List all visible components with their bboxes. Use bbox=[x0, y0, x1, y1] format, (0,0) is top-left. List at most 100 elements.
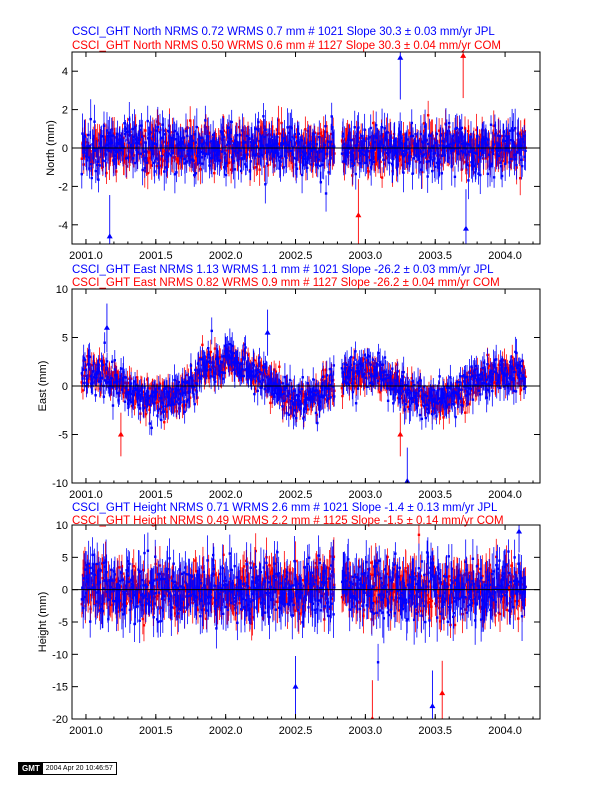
east-point-com bbox=[292, 388, 296, 391]
east-point-jpl bbox=[321, 375, 325, 378]
north-point-jpl bbox=[417, 157, 420, 161]
north-point-com bbox=[489, 150, 493, 154]
north-point-jpl bbox=[390, 146, 393, 149]
north-point-jpl bbox=[472, 147, 475, 151]
north-point-jpl bbox=[345, 154, 349, 157]
north-point-com bbox=[321, 145, 324, 148]
north-point-jpl bbox=[465, 154, 468, 157]
east-point-com bbox=[475, 388, 478, 391]
north-outlier-point bbox=[106, 233, 113, 239]
north-point-com bbox=[89, 149, 92, 153]
north-point-jpl bbox=[197, 151, 201, 155]
east-point-com bbox=[493, 381, 497, 384]
north-point-jpl bbox=[156, 125, 160, 129]
north-point-jpl bbox=[191, 139, 194, 142]
north-point-jpl bbox=[507, 136, 510, 139]
north-point-jpl bbox=[237, 159, 240, 162]
north-point-jpl bbox=[409, 135, 413, 138]
north-point-jpl bbox=[270, 135, 273, 139]
east-point-jpl bbox=[229, 356, 233, 360]
east-point-jpl bbox=[87, 363, 90, 366]
east-point-com bbox=[179, 384, 183, 387]
north-point-jpl bbox=[236, 151, 240, 155]
north-point-jpl bbox=[296, 141, 300, 145]
north-point-jpl bbox=[83, 135, 86, 138]
north-point-jpl bbox=[130, 152, 134, 155]
east-point-jpl bbox=[91, 381, 94, 384]
east-point-jpl bbox=[261, 378, 264, 382]
north-point-jpl bbox=[349, 158, 353, 162]
north-point-com bbox=[104, 138, 108, 141]
east-point-com bbox=[314, 383, 318, 386]
north-point-jpl bbox=[109, 142, 112, 145]
north-point-jpl bbox=[520, 164, 524, 168]
north-point-jpl bbox=[367, 137, 370, 140]
north-point-jpl bbox=[193, 173, 196, 177]
east-point-jpl bbox=[163, 387, 166, 390]
east-point-com bbox=[497, 363, 500, 366]
east-point-jpl bbox=[268, 377, 272, 381]
east-point-com bbox=[487, 364, 491, 367]
north-point-jpl bbox=[433, 165, 437, 169]
north-point-jpl bbox=[104, 153, 108, 156]
north-point-jpl bbox=[500, 174, 504, 178]
north-point-com bbox=[320, 135, 323, 138]
north-point-com bbox=[158, 158, 161, 161]
north-point-jpl bbox=[279, 160, 282, 164]
east-point-jpl bbox=[259, 386, 262, 389]
north-point-jpl bbox=[330, 115, 333, 118]
north-point-com bbox=[460, 168, 463, 171]
north-x-tick-label: 2001.0 bbox=[69, 250, 103, 262]
east-point-jpl bbox=[272, 384, 275, 387]
north-x-tick-label: 2004.0 bbox=[488, 250, 522, 262]
east-point-jpl bbox=[298, 390, 302, 394]
east-point-jpl bbox=[90, 382, 93, 385]
east-point-com bbox=[274, 370, 278, 373]
east-point-jpl bbox=[109, 385, 113, 388]
north-point-jpl bbox=[474, 167, 478, 171]
north-point-jpl bbox=[142, 147, 145, 151]
north-point-jpl bbox=[411, 172, 414, 175]
north-point-com bbox=[475, 150, 479, 153]
north-point-jpl bbox=[516, 132, 519, 135]
north-point-jpl bbox=[524, 149, 527, 153]
north-point-jpl bbox=[386, 131, 389, 134]
east-point-jpl bbox=[133, 387, 136, 390]
north-point-jpl bbox=[378, 155, 382, 158]
north-point-jpl bbox=[309, 147, 312, 151]
east-point-com bbox=[209, 350, 212, 354]
north-point-jpl bbox=[313, 148, 316, 151]
north-point-jpl bbox=[364, 151, 368, 154]
east-point-com bbox=[173, 401, 176, 404]
east-point-com bbox=[109, 393, 112, 396]
east-point-jpl bbox=[170, 400, 173, 404]
north-point-com bbox=[498, 153, 502, 156]
north-point-jpl bbox=[438, 160, 441, 163]
north-point-jpl bbox=[152, 142, 155, 145]
north-point-jpl bbox=[365, 154, 368, 157]
north-point-jpl bbox=[112, 159, 115, 162]
north-point-jpl bbox=[509, 157, 513, 161]
north-point-com bbox=[150, 138, 154, 141]
north-point-com bbox=[497, 161, 500, 164]
east-point-com bbox=[210, 370, 214, 373]
east-point-com bbox=[487, 366, 490, 370]
east-point-com bbox=[284, 400, 288, 403]
east-point-com bbox=[253, 358, 256, 362]
north-point-jpl bbox=[495, 147, 498, 151]
north-point-jpl bbox=[271, 154, 275, 158]
north-point-jpl bbox=[150, 149, 153, 152]
north-point-jpl bbox=[265, 162, 269, 165]
east-point-jpl bbox=[94, 373, 97, 376]
north-point-jpl bbox=[455, 126, 459, 130]
east-point-com bbox=[106, 371, 109, 375]
east-point-jpl bbox=[318, 403, 321, 406]
north-point-jpl bbox=[477, 172, 480, 175]
north-point-com bbox=[242, 131, 245, 135]
east-point-com bbox=[143, 406, 147, 409]
north-title-jpl: CSCI_GHT North NRMS 0.72 WRMS 0.7 mm # 1… bbox=[72, 26, 495, 38]
north-point-jpl bbox=[355, 143, 359, 147]
east-point-jpl bbox=[314, 393, 317, 397]
north-point-jpl bbox=[319, 164, 322, 168]
east-point-jpl bbox=[181, 386, 184, 390]
